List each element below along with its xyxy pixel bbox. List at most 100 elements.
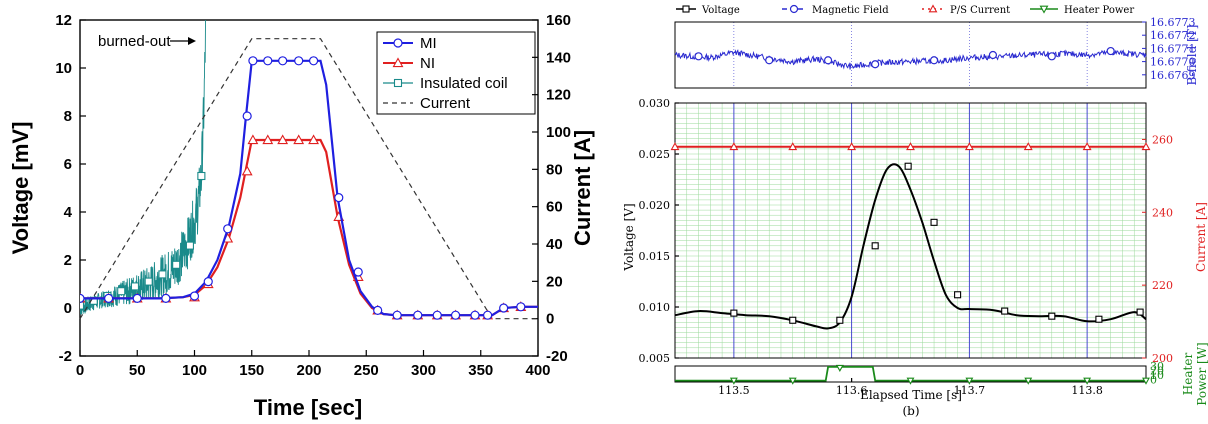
ps-current-marker <box>729 142 739 151</box>
ps-current-tick-label: 200 <box>1152 352 1173 365</box>
mi-marker <box>308 56 319 66</box>
left-legend: MI NI Insulated coil Current <box>376 31 536 115</box>
mi-marker <box>248 56 258 66</box>
heater-power-line <box>675 366 1146 382</box>
heater-power-marker <box>1024 377 1033 385</box>
voltage-marker <box>871 242 879 250</box>
heater-power-marker <box>729 377 738 385</box>
left-x-axis-label: Time [sec] <box>254 395 362 420</box>
current-dashed-line <box>79 38 538 320</box>
legend-label-ni: NI <box>420 55 435 72</box>
mi-marker <box>161 293 171 303</box>
bfield-marker <box>823 56 833 65</box>
voltage-marker <box>730 309 738 317</box>
ps-current-marker <box>670 142 680 151</box>
main-panel-frame <box>674 102 1147 359</box>
right-legend: Voltage Magnetic Field P/S Current Heate… <box>676 4 1134 16</box>
ps-current-marker <box>964 142 974 151</box>
heater-power-marker <box>1142 377 1150 385</box>
ni-marker <box>241 165 253 176</box>
mi-marker <box>516 302 526 312</box>
insulated-coil-marker <box>172 260 181 269</box>
right-x-axis-label: Elapsed Time [s] <box>860 388 962 402</box>
left-y2-tick-label: 0 <box>546 311 554 328</box>
voltage-marker <box>1048 312 1056 320</box>
left-x-tick-label: 0 <box>76 362 84 379</box>
voltage-marker <box>1136 308 1144 316</box>
left-y-axis-label: Voltage [mV] <box>8 122 33 255</box>
legend-label-current: Current <box>420 95 471 112</box>
bfield-marker <box>1106 46 1115 56</box>
voltage-marker <box>836 316 844 324</box>
voltage-tick-label: 0.025 <box>639 148 671 161</box>
ni-marker <box>247 134 259 145</box>
left-y2-tick-label: 140 <box>546 49 571 66</box>
mi-marker <box>278 56 288 66</box>
bfield-tick-label: 16.6770 <box>1150 56 1196 69</box>
right-voltage-axis-label: Voltage [V] <box>622 203 636 271</box>
legend-label-insulated-coil: Insulated coil <box>420 75 508 92</box>
left-y2-tick-label: 40 <box>546 236 563 253</box>
right-x-tick-label: 113.6 <box>836 384 868 397</box>
right-heater-axis-label-line2: Power [W] <box>1195 342 1208 405</box>
left-y2-tick-label: -20 <box>546 348 568 365</box>
mi-marker <box>203 277 213 287</box>
right-x-tick-label: 113.5 <box>718 384 750 397</box>
left-y2-axis-label: Current [A] <box>570 130 595 246</box>
mi-marker <box>294 56 304 66</box>
burned-out-annotation: burned-out <box>98 33 171 50</box>
left-x-tick-label: 100 <box>182 362 207 379</box>
left-y-tick-label: 10 <box>55 60 72 77</box>
voltage-marker <box>1095 315 1103 323</box>
ps-current-tick-label: 220 <box>1152 279 1173 292</box>
mi-marker <box>470 310 480 320</box>
mi-marker <box>499 303 509 313</box>
right-x-tick-label: 113.8 <box>1071 384 1103 397</box>
heater-power-marker <box>788 377 797 385</box>
voltage-tick-label: 0.030 <box>639 97 671 110</box>
right-bfield-axis-label: B-field [T] <box>1185 25 1199 86</box>
insulated-coil-marker <box>144 277 153 286</box>
ni-marker <box>277 134 289 145</box>
bfield-tick-label: 16.6771 <box>1150 42 1196 55</box>
bfield-marker <box>988 50 998 60</box>
left-y-tick-label: 12 <box>55 12 72 29</box>
ni-marker <box>293 134 305 145</box>
bfield-tick-label: 16.6772 <box>1150 29 1196 42</box>
bfield-tick-label: 16.6773 <box>1150 16 1196 29</box>
bfield-marker <box>871 60 880 69</box>
ps-current-tick-label: 240 <box>1152 206 1173 219</box>
voltage-marker <box>954 291 962 299</box>
insulated-coil-marker <box>158 270 167 279</box>
legend-label-ps-current: P/S Current <box>950 5 1010 16</box>
left-y2-tick-label: 80 <box>546 161 563 178</box>
mi-marker <box>132 293 142 303</box>
left-y-tick-label: 6 <box>64 156 72 173</box>
insulated-coil-marker <box>185 241 194 250</box>
left-x-tick-label: 350 <box>468 362 493 379</box>
insulated-coil-marker <box>197 171 206 181</box>
mi-marker <box>334 193 344 203</box>
left-y-tick-label: 2 <box>64 252 72 269</box>
mi-marker <box>263 56 273 66</box>
voltage-marker <box>904 162 912 170</box>
bfield-marker <box>694 52 703 61</box>
voltage-tick-label: 0.020 <box>639 199 671 212</box>
mi-marker <box>353 267 363 277</box>
bfield-marker <box>1047 52 1056 61</box>
ps-current-marker <box>1023 142 1033 151</box>
legend-label-heater-power: Heater Power <box>1064 5 1134 16</box>
insulated-coil-marker <box>117 287 126 296</box>
heater-power-marker <box>906 377 915 385</box>
ps-current-marker <box>1082 142 1092 151</box>
legend-label-voltage: Voltage <box>701 5 740 16</box>
bfield-tick-label: 16.6769 <box>1150 69 1196 82</box>
legend-label-mi: MI <box>420 35 437 52</box>
left-x-tick-label: 300 <box>411 362 436 379</box>
mi-marker <box>450 310 461 320</box>
series-mi <box>80 56 538 320</box>
voltage-tick-label: 0.015 <box>639 250 671 263</box>
heater-power-marker <box>965 377 974 385</box>
left-x-tick-label: 200 <box>296 362 321 379</box>
